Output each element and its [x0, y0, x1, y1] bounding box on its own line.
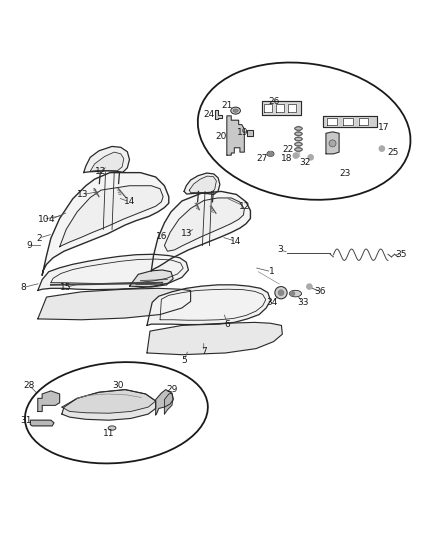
Text: 26: 26 — [268, 97, 279, 106]
Text: 33: 33 — [297, 298, 309, 307]
Text: 12: 12 — [239, 202, 250, 211]
Circle shape — [308, 155, 313, 160]
Text: 2: 2 — [36, 233, 42, 243]
Text: 31: 31 — [20, 416, 32, 425]
Text: 30: 30 — [112, 381, 124, 390]
Text: 16: 16 — [155, 232, 167, 241]
Text: 14: 14 — [124, 197, 135, 206]
Polygon shape — [343, 118, 353, 125]
Circle shape — [268, 152, 273, 156]
Text: 27: 27 — [256, 154, 268, 163]
Polygon shape — [327, 118, 337, 125]
Text: 7: 7 — [201, 347, 207, 356]
Polygon shape — [62, 390, 155, 413]
Text: 4: 4 — [48, 215, 54, 224]
Polygon shape — [38, 391, 60, 411]
Polygon shape — [155, 390, 173, 415]
Text: 13: 13 — [77, 190, 88, 199]
Text: 23: 23 — [339, 169, 350, 179]
Text: 1: 1 — [268, 267, 274, 276]
Text: 10: 10 — [38, 215, 49, 224]
Text: 29: 29 — [166, 385, 177, 394]
Ellipse shape — [198, 62, 410, 200]
Text: 14: 14 — [230, 237, 241, 246]
Ellipse shape — [294, 132, 302, 136]
Text: 5: 5 — [181, 356, 187, 365]
Polygon shape — [359, 118, 368, 125]
Polygon shape — [147, 285, 271, 326]
Ellipse shape — [294, 137, 302, 141]
Ellipse shape — [294, 148, 302, 151]
Ellipse shape — [294, 126, 302, 131]
Polygon shape — [276, 103, 284, 112]
Text: 3: 3 — [277, 245, 283, 254]
Polygon shape — [60, 185, 163, 247]
Ellipse shape — [233, 109, 238, 112]
Polygon shape — [130, 270, 173, 287]
Circle shape — [275, 287, 287, 299]
Polygon shape — [189, 176, 216, 193]
Text: 18: 18 — [281, 154, 293, 163]
Polygon shape — [38, 288, 191, 320]
Polygon shape — [30, 420, 54, 426]
Polygon shape — [84, 147, 130, 173]
Text: 32: 32 — [300, 158, 311, 167]
Ellipse shape — [267, 151, 274, 157]
Text: 36: 36 — [314, 287, 326, 296]
Text: 11: 11 — [103, 429, 115, 438]
Polygon shape — [247, 130, 253, 136]
Ellipse shape — [231, 107, 240, 114]
Circle shape — [307, 284, 312, 289]
Circle shape — [329, 140, 336, 147]
Text: 15: 15 — [60, 283, 71, 292]
Polygon shape — [215, 110, 222, 119]
Text: 25: 25 — [387, 148, 399, 157]
Text: 12: 12 — [95, 167, 106, 176]
Text: 24: 24 — [204, 110, 215, 119]
Polygon shape — [62, 390, 155, 420]
Circle shape — [293, 153, 298, 158]
Text: 13: 13 — [180, 229, 192, 238]
Polygon shape — [227, 116, 244, 155]
Text: 19: 19 — [237, 127, 249, 136]
Polygon shape — [323, 116, 377, 127]
Polygon shape — [90, 152, 124, 171]
Ellipse shape — [294, 142, 302, 146]
Polygon shape — [164, 198, 244, 251]
Polygon shape — [42, 173, 169, 275]
Polygon shape — [264, 103, 272, 112]
Ellipse shape — [289, 290, 301, 297]
Text: 6: 6 — [225, 320, 231, 329]
Text: 34: 34 — [267, 298, 278, 307]
Polygon shape — [184, 173, 220, 195]
Polygon shape — [38, 254, 188, 290]
Circle shape — [290, 292, 294, 296]
Text: 9: 9 — [26, 241, 32, 250]
Text: 35: 35 — [396, 250, 407, 259]
Polygon shape — [262, 101, 301, 115]
Ellipse shape — [108, 426, 116, 430]
Polygon shape — [164, 393, 173, 414]
Text: 28: 28 — [23, 381, 35, 390]
Text: 22: 22 — [283, 145, 293, 154]
Text: 20: 20 — [215, 132, 227, 141]
Polygon shape — [147, 322, 283, 354]
Polygon shape — [288, 103, 296, 112]
Polygon shape — [326, 132, 339, 154]
Text: 21: 21 — [221, 101, 233, 110]
Polygon shape — [151, 191, 251, 271]
Ellipse shape — [25, 362, 208, 463]
Circle shape — [379, 146, 385, 151]
Text: 17: 17 — [378, 123, 390, 132]
Text: 8: 8 — [21, 283, 26, 292]
Circle shape — [279, 290, 284, 295]
